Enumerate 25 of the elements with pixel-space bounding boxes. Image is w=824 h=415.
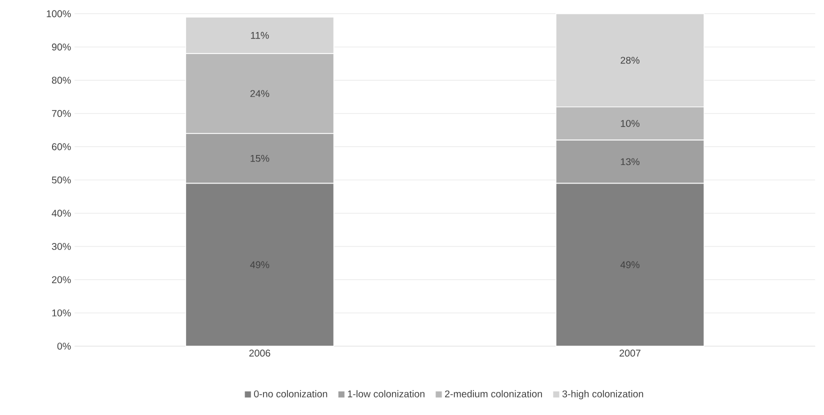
legend-label: 2-medium colonization (445, 390, 542, 398)
y-tick-label: 0% (57, 342, 71, 350)
legend-label: 3-high colonization (562, 390, 644, 400)
y-tick-label: 90% (52, 44, 71, 50)
y-tick-label: 60% (52, 143, 71, 150)
y-tick-label: 50% (52, 176, 71, 184)
y-tick-label: 100% (46, 10, 71, 18)
y-tick-label: 30% (52, 242, 71, 250)
data-label: 11% (251, 32, 269, 39)
x-tick-label: 2006 (249, 350, 270, 357)
legend-label: 0-no colonization (254, 390, 328, 398)
x-tick-label: 2007 (620, 350, 640, 357)
data-label: 24% (250, 90, 270, 97)
y-tick-label: 80% (52, 76, 71, 84)
data-label: 15% (250, 154, 270, 162)
y-tick-label: 10% (52, 309, 71, 316)
data-label: 49% (620, 261, 640, 268)
data-label: 28% (620, 56, 640, 64)
y-tick-label: 20% (52, 276, 71, 284)
y-tick-label: 70% (52, 110, 71, 117)
data-label: 10% (620, 120, 640, 127)
data-label: 49% (250, 261, 270, 268)
legend-label: 1-low colonization (348, 390, 424, 398)
y-tick-label: 40% (52, 210, 71, 217)
data-label: 13% (620, 158, 640, 166)
